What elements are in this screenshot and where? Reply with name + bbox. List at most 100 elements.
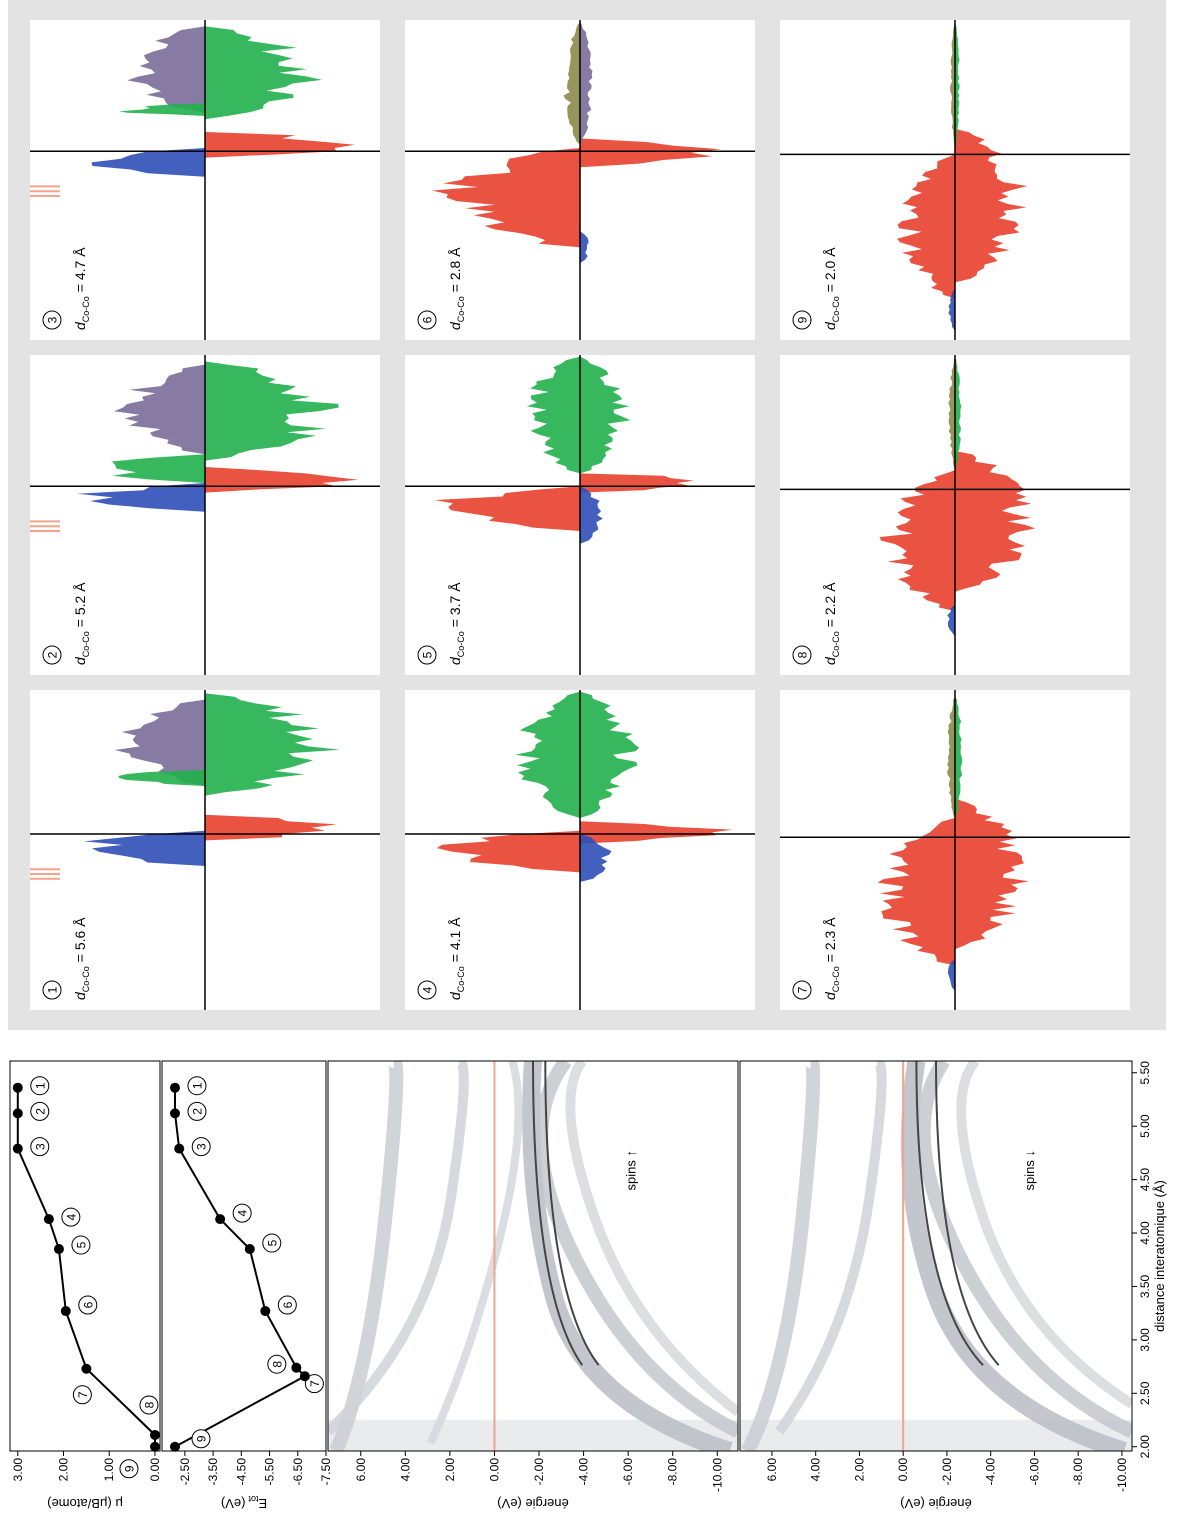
panel-number-ring [417,645,437,665]
heatmap-band [328,1061,469,1436]
dos-curve [955,21,960,148]
heatmap-band [532,1061,584,1366]
dos-curve [563,21,580,145]
y-axis-label: μ (μB/atome) [47,1496,123,1511]
panel-label: dCo-Co = 2.8 Å [447,247,466,330]
heatmap-shade [740,1419,1132,1451]
y-axis-label: Etot(eV) [221,1494,267,1511]
point-label: 6 [281,1301,295,1308]
point-label: 3 [33,1143,47,1150]
point [53,1244,64,1255]
heatmap-band [915,1061,984,1366]
point-label-ring [71,1235,91,1255]
point-label-ring [187,1076,207,1096]
label-symbol: E [258,1496,267,1511]
label-subscript: tot [248,1494,259,1504]
panel-number-ring [417,980,437,1000]
dos-curve [77,483,205,512]
dos-curve [580,834,612,882]
point [169,1441,180,1452]
point [12,1108,23,1119]
dos-panel: 2 dCo-Co = 5.2 Å [30,355,380,675]
x-tick-label: 5.00 [1138,1114,1152,1138]
dos-curve [127,26,205,113]
dos-curve [947,604,955,637]
panel-number: 9 [796,316,810,323]
point-label: 7 [76,1391,90,1398]
point-label-ring [187,1101,207,1121]
panel-label: dCo-Co = 2.0 Å [822,247,841,330]
point-label: 2 [190,1108,204,1115]
point [169,1082,180,1093]
point [149,1441,160,1452]
y-tick-label: -5.50 [263,1458,277,1486]
panel-number-ring [42,645,62,665]
panel-label: dCo-Co = 5.2 Å [72,582,91,665]
dos-curve [119,103,205,116]
point-label-ring [262,1233,282,1253]
panel-number: 6 [421,316,435,323]
point-label: 7 [308,1380,322,1387]
point-label-ring [30,1076,50,1096]
panel-number-ring [792,645,812,665]
label-subscript: Co-Co [456,631,466,657]
y-tick-label: 0.00 [487,1458,501,1482]
heatmap-band [544,1061,600,1366]
panel-number: 8 [796,651,810,658]
dos-curve [877,818,955,966]
dos-curve [947,696,955,818]
panel-number: 4 [421,986,435,993]
dos-curve [580,821,733,844]
point-label-ring [232,1203,252,1223]
panel-number: 2 [46,651,60,658]
label-symbol: d [822,656,838,665]
heatmap-band [534,1061,738,1438]
y-tick-label: -6.00 [621,1458,635,1486]
panel-number-ring [417,310,437,330]
dos-curve [955,451,1036,592]
label-subscript: Co-Co [81,296,91,322]
y-tick-label: 2.00 [852,1458,866,1482]
heatmap-band [426,1061,523,1445]
dos-curve [205,693,340,796]
panel-label: dCo-Co = 2.2 Å [822,582,841,665]
label-subscript: Co-Co [456,966,466,992]
dos-curve [114,699,205,786]
panel-number-ring [792,980,812,1000]
dos-panel: 1 dCo-Co = 5.6 Å [30,690,380,1010]
point [43,1214,54,1225]
y-tick-label: 0.00 [896,1458,910,1482]
dos-panel: 7 dCo-Co = 2.3 Å [780,690,1130,1010]
point-label-ring [267,1354,287,1374]
label-symbol: d [447,321,463,330]
x-axis-label: distance interatomique (Å) [1152,1180,1167,1332]
point-label: 8 [142,1401,156,1408]
point-label-ring [61,1207,81,1227]
label-value: = 5.2 Å [72,582,88,627]
dos-panel: 3 dCo-Co = 4.7 Å [30,20,380,340]
dos-curve [950,21,955,148]
annotation: spins ↑ [624,1150,639,1190]
dos-curve [91,148,205,177]
heatmap [740,1061,1132,1451]
label-subscript: Co-Co [831,966,841,992]
dos-curve [111,454,205,483]
dos-curve [205,26,323,120]
y-tick-label: -3.50 [206,1458,220,1486]
heatmap-band [956,1061,1132,1409]
dos-curve [436,830,580,873]
dos-panel: 5 dCo-Co = 3.7 Å [405,355,755,675]
y-tick-label: 2.00 [443,1458,457,1482]
y-tick-label: -2.50 [178,1458,192,1486]
point-label-ring [191,1429,211,1449]
label-value: = 2.3 Å [822,917,838,962]
point [12,1082,23,1093]
x-tick-label: 4.50 [1138,1168,1152,1192]
y-tick-label: -2.00 [532,1458,546,1486]
point [81,1363,92,1374]
panel-number-ring [792,310,812,330]
label-value: = 3.7 Å [447,582,463,627]
y-tick-label: 4.00 [809,1458,823,1482]
point-label: 5 [265,1239,279,1246]
point-label: 1 [190,1082,204,1089]
